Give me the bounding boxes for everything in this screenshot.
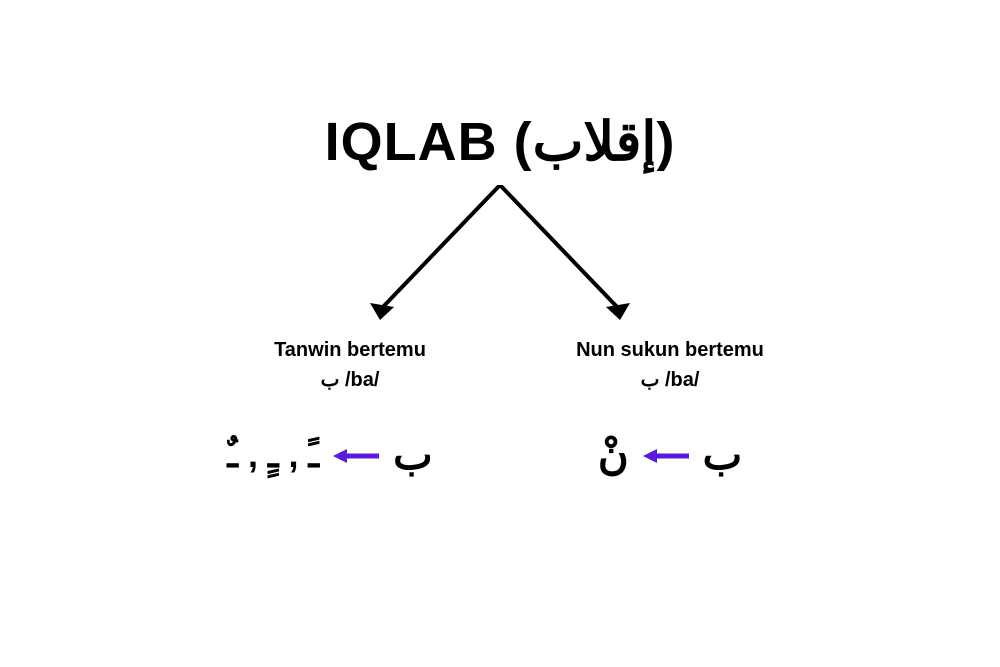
branch-line-left bbox=[380, 185, 500, 310]
branch-arrowhead-right bbox=[606, 303, 630, 320]
branch-line-right bbox=[500, 185, 620, 310]
purple-arrow-left bbox=[333, 433, 379, 476]
example-left: ب ـً , ـٍ , ـٌ bbox=[160, 430, 500, 479]
target-ba-right: ب bbox=[703, 430, 743, 479]
tree-arrows bbox=[0, 185, 1000, 330]
purple-arrow-right bbox=[643, 433, 689, 476]
diagram-title: IQLAB (إقلاب) bbox=[0, 110, 1000, 173]
purple-arrow-left-svg bbox=[333, 446, 379, 466]
nun-sukun-glyph: نْ bbox=[598, 430, 629, 479]
branch-right-label-line2: ب /ba/ bbox=[540, 365, 800, 395]
purple-arrow-left-head bbox=[333, 449, 347, 463]
purple-arrow-right-head bbox=[643, 449, 657, 463]
branch-left: Tanwin bertemu ب /ba/ bbox=[220, 335, 480, 395]
purple-arrow-right-svg bbox=[643, 446, 689, 466]
example-right-row: ب نْ bbox=[540, 430, 800, 479]
branch-right: Nun sukun bertemu ب /ba/ bbox=[540, 335, 800, 395]
tanwin-glyphs: ـً , ـٍ , ـٌ bbox=[227, 434, 319, 476]
branch-left-label-line1: Tanwin bertemu bbox=[220, 335, 480, 365]
example-left-row: ب ـً , ـٍ , ـٌ bbox=[160, 430, 500, 479]
example-right: ب نْ bbox=[540, 430, 800, 479]
target-ba-left: ب bbox=[393, 430, 433, 479]
branch-left-label-line2: ب /ba/ bbox=[220, 365, 480, 395]
branch-arrowhead-left bbox=[370, 303, 394, 320]
branch-right-label-line1: Nun sukun bertemu bbox=[540, 335, 800, 365]
branch-arrow-svg bbox=[300, 185, 700, 330]
